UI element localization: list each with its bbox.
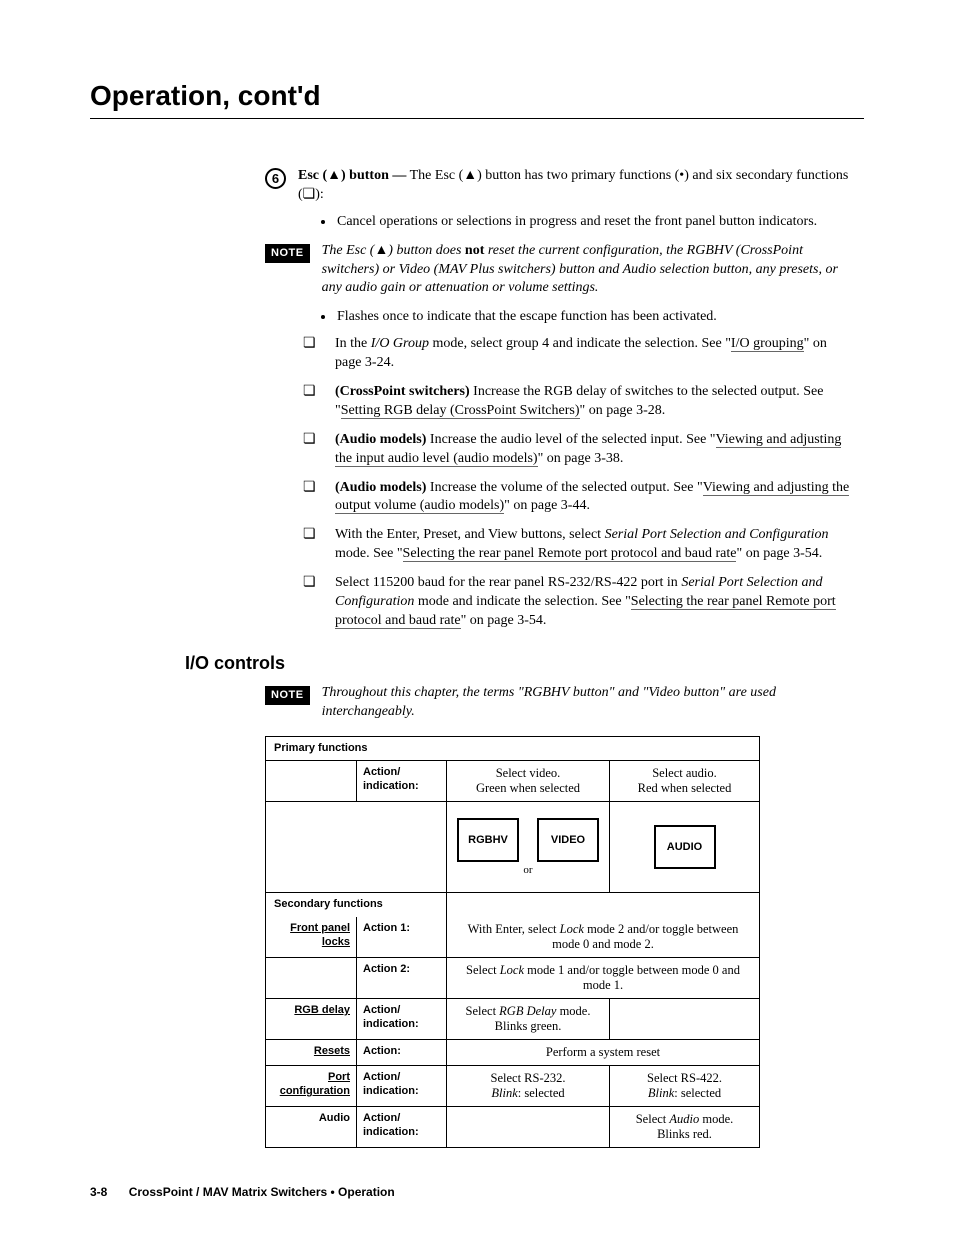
table-row: AudioAction/ indication: Select Audio mod…: [266, 1106, 759, 1147]
row-action: Action:: [356, 1040, 446, 1065]
table-row: Action 2:Select Lock mode 1 and/or toggl…: [266, 957, 759, 998]
list-item: (CrossPoint switchers) Increase the RGB …: [303, 383, 854, 421]
list-item: Flashes once to indicate that the escape…: [335, 308, 854, 327]
row-action: Action/ indication:: [356, 1107, 446, 1147]
row-span: With Enter, select Lock mode 2 and/or to…: [446, 917, 759, 957]
list-item: (Audio models) Increase the volume of th…: [303, 479, 854, 517]
note-text-2: Throughout this chapter, the terms "RGBH…: [322, 684, 854, 722]
footer-title: CrossPoint / MAV Matrix Switchers • Oper…: [129, 1185, 395, 1199]
functions-table: Primary functions Action/ indication: Se…: [265, 736, 760, 1149]
section-heading: I/O controls: [185, 653, 864, 674]
row-action: Action 2:: [356, 958, 446, 998]
list-item: Select 115200 baud for the rear panel RS…: [303, 574, 854, 631]
row-action: Action/ indication:: [356, 1066, 446, 1106]
select-audio-text: Select audio.Red when selected: [609, 761, 759, 801]
table-row: Front panel locksAction 1:With Enter, se…: [266, 917, 759, 957]
primary-functions-label: Primary functions: [266, 737, 446, 761]
note-badge-2: NOTE: [265, 686, 310, 705]
row-right: [609, 999, 759, 1039]
table-row: Port configurationAction/ indication:Sel…: [266, 1065, 759, 1106]
row-mid: Select RGB Delay mode.Blinks green.: [446, 999, 609, 1039]
list-item: (Audio models) Increase the audio level …: [303, 431, 854, 469]
action-indication-label: Action/ indication:: [356, 761, 446, 801]
rgbhv-button-graphic: RGBHV: [457, 818, 519, 862]
chapter-title: Operation, cont'd: [90, 80, 864, 112]
row-mid: Select RS-232.Blink: selected: [446, 1066, 609, 1106]
row-label: RGB delay: [266, 999, 356, 1039]
note-text: The Esc (▲) button does not reset the cu…: [322, 242, 854, 299]
row-span: Select Lock mode 1 and/or toggle between…: [446, 958, 759, 998]
table-row: ResetsAction:Perform a system reset: [266, 1039, 759, 1065]
callout-number: 6: [265, 168, 286, 189]
row-label: [266, 958, 356, 998]
page-number: 3-8: [90, 1185, 107, 1199]
secondary-box-list: In the I/O Group mode, select group 4 an…: [303, 335, 854, 631]
note-badge: NOTE: [265, 244, 310, 263]
video-button-graphic: VIDEO: [537, 818, 599, 862]
row-label: Port configuration: [266, 1066, 356, 1106]
row-action: Action 1:: [356, 917, 446, 957]
row-label: Front panel locks: [266, 917, 356, 957]
row-action: Action/ indication:: [356, 999, 446, 1039]
row-span: Perform a system reset: [446, 1040, 759, 1065]
audio-button-graphic: AUDIO: [654, 825, 716, 869]
title-rule: [90, 118, 864, 119]
or-label: or: [523, 864, 532, 876]
row-right: Select Audio mode.Blinks red.: [609, 1107, 759, 1147]
list-item: Cancel operations or selections in progr…: [335, 213, 854, 232]
secondary-functions-label: Secondary functions: [266, 893, 446, 917]
row-mid: [446, 1107, 609, 1147]
row-label: Resets: [266, 1040, 356, 1065]
page-footer: 3-8 CrossPoint / MAV Matrix Switchers • …: [90, 1185, 395, 1199]
list-item: With the Enter, Preset, and View buttons…: [303, 526, 854, 564]
lead-text: Esc (▲) button — The Esc (▲) button has …: [298, 167, 854, 205]
mid-bullets: Flashes once to indicate that the escape…: [335, 308, 854, 327]
primary-bullets: Cancel operations or selections in progr…: [335, 213, 854, 232]
table-row: RGB delayAction/ indication:Select RGB D…: [266, 998, 759, 1039]
list-item: In the I/O Group mode, select group 4 an…: [303, 335, 854, 373]
select-video-text: Select video.Green when selected: [446, 761, 609, 801]
row-right: Select RS-422.Blink: selected: [609, 1066, 759, 1106]
row-label: Audio: [266, 1107, 356, 1147]
